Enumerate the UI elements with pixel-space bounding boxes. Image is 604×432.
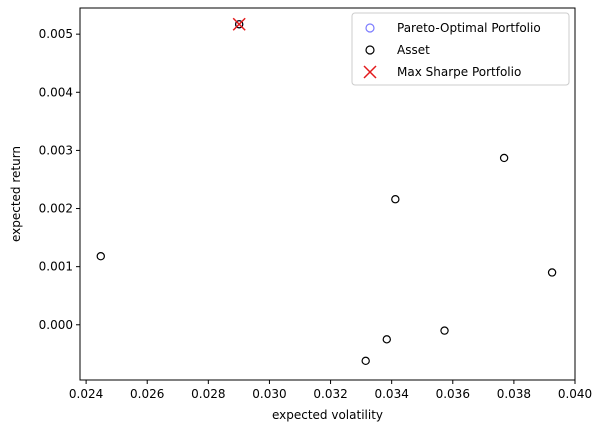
y-axis-label: expected return [9,146,23,242]
x-axis: 0.024 0.026 0.028 0.030 0.032 0.034 0.036 0.038… [69,380,592,401]
plot-area [79,7,576,381]
point-max-sharpe-portfolio [232,17,246,31]
point-asset [499,153,509,163]
x-tick-label: 0.034 [374,387,408,401]
point-asset [382,335,391,344]
y-tick-label: 0.005 [39,27,73,41]
x-tick-label: 0.036 [436,387,470,401]
x-tick-label: 0.032 [313,387,347,401]
y-axis: 0.000 0.001 0.002 0.003 0.004 0.005 [39,27,80,332]
x-tick-label: 0.040 [558,387,592,401]
legend-marker-pareto-optimal-portfolio [365,23,375,33]
legend-label-max-sharpe-portfolio: Max Sharpe Portfolio [397,65,521,79]
x-tick-label: 0.024 [69,387,103,401]
y-tick-label: 0.001 [39,260,73,274]
x-tick-label: 0.026 [130,387,164,401]
point-asset [440,326,449,335]
y-tick-label: 0.004 [39,85,73,99]
y-tick-label: 0.002 [39,202,73,216]
x-axis-label: expected volatility [272,408,383,422]
point-asset [234,20,244,29]
point-asset [547,268,557,277]
legend-label-asset: Asset [397,43,430,57]
legend: Pareto-Optimal Portfolio Asset Max Sharpe … [351,12,570,86]
legend-marker-asset [365,45,375,55]
legend-marker-max-sharpe-portfolio-stroke [363,65,377,79]
legend-box [351,12,570,86]
x-tick-label: 0.038 [497,387,531,401]
y-tick-label: 0.003 [39,143,73,157]
data-marks [96,17,557,366]
x-tick-label: 0.028 [191,387,225,401]
x-tick-label: 0.030 [252,387,286,401]
legend-label-pareto-optimal-portfolio: Pareto-Optimal Portfolio [397,21,541,35]
y-tick-label: 0.000 [39,318,73,332]
point-asset [96,251,105,261]
point-asset [361,356,370,366]
plot-frame [79,7,576,381]
point-asset [391,195,400,204]
point-max-sharpe-portfolio-stroke [232,17,246,31]
legend-marker-max-sharpe-portfolio [363,65,377,79]
